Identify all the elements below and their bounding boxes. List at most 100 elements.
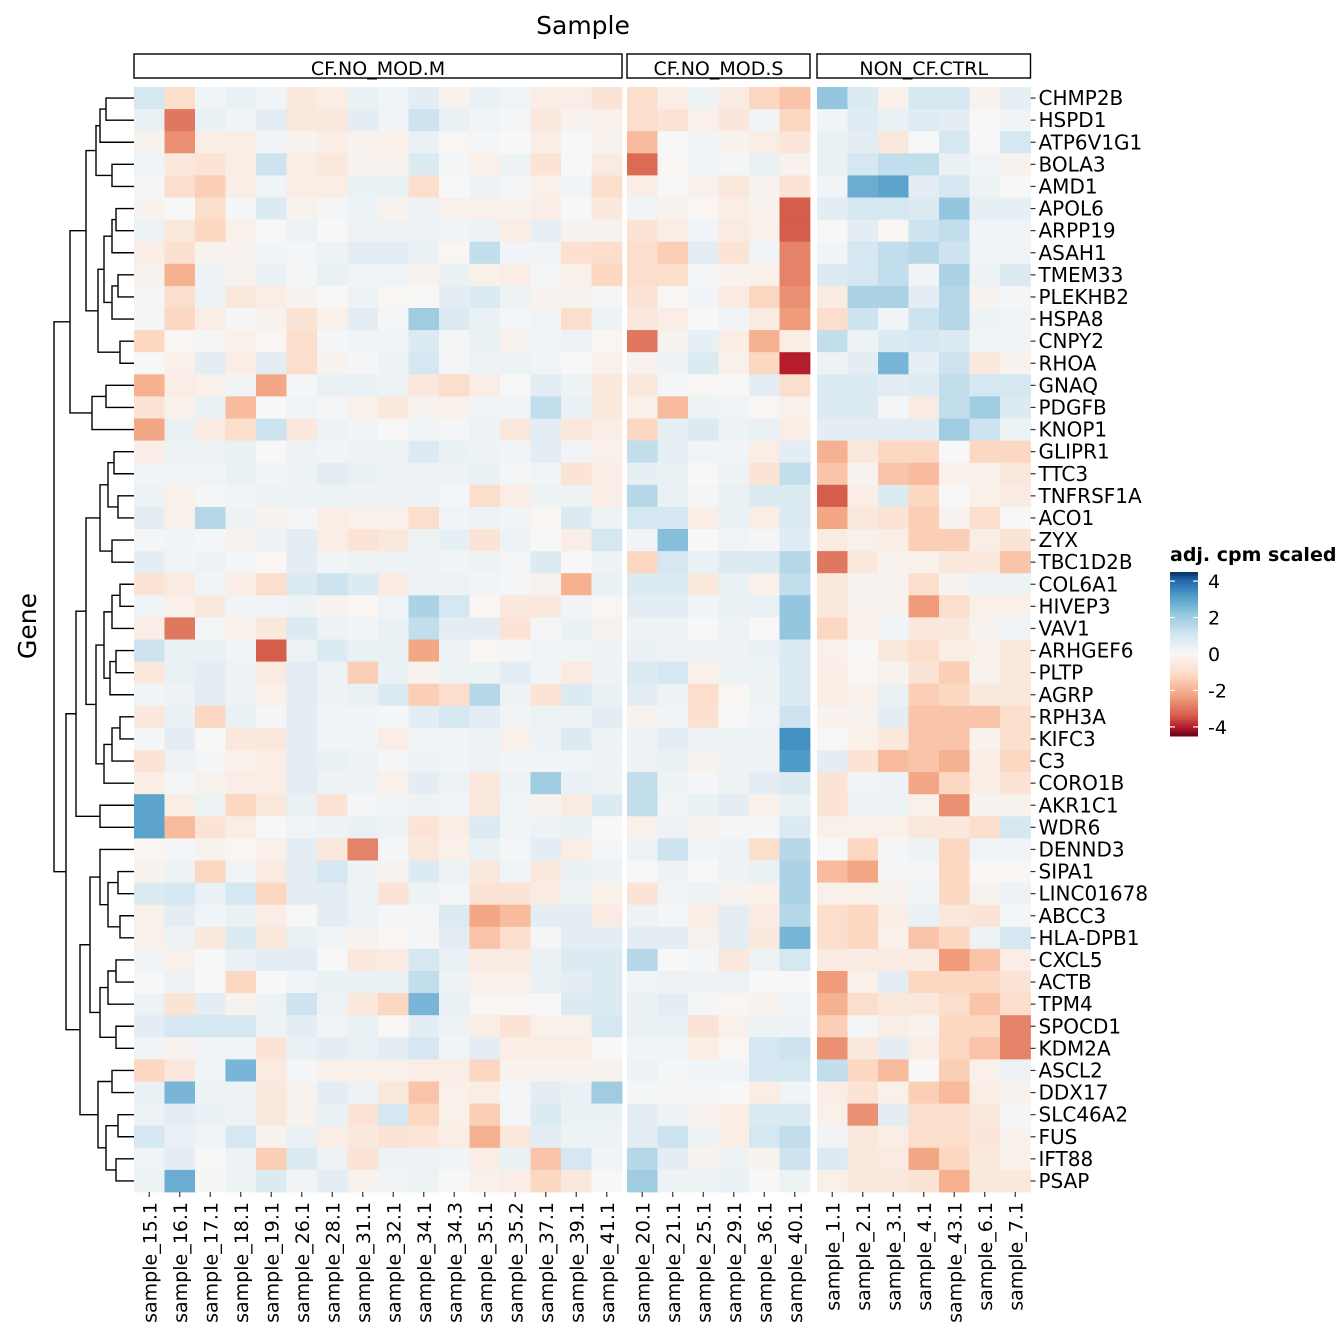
legend-gradient-step [1170,596,1198,600]
heatmap-cell [469,661,501,685]
heatmap-cell [225,219,257,243]
heatmap-cell [749,440,780,464]
heatmap-cell [225,352,257,375]
legend-gradient-step [1170,715,1198,719]
legend-gradient-step [1170,635,1198,639]
heatmap-cell [969,1147,1001,1171]
heatmap-cell [439,639,470,662]
heatmap-cell [817,1147,848,1171]
sample-label: sample_6.1 [975,1202,997,1311]
heatmap-cell [225,705,257,729]
heatmap-cell [286,860,318,883]
heatmap-cell [408,794,440,817]
heatmap-cell [317,330,348,353]
heatmap-cell [469,705,501,729]
heatmap-cell [908,573,940,596]
heatmap-cell [591,153,623,176]
heatmap-cell [561,617,592,640]
heatmap-cell [847,551,879,574]
heatmap-cell [908,109,940,132]
heatmap-cell [530,573,562,596]
heatmap-cell [561,308,592,331]
heatmap-cell [317,838,348,861]
legend-tick-label: 2 [1208,608,1220,630]
heatmap-cell [195,131,226,154]
gene-label: TPM4 [1038,992,1093,1016]
heatmap-cell [530,308,562,331]
heatmap-cell [256,219,287,243]
heatmap-cell [657,617,689,640]
heatmap-cell [969,882,1001,906]
heatmap-cell [561,948,592,972]
heatmap-cell [378,87,409,110]
heatmap-cell [627,440,658,464]
heatmap-cell [439,1147,470,1171]
heatmap-cell [195,1169,226,1193]
heatmap-cell [439,440,470,464]
heatmap-cell [134,661,165,685]
heatmap-cell [969,1103,1001,1127]
heatmap-cell [439,418,470,441]
heatmap-cell [500,1015,531,1038]
heatmap-cell [500,1125,531,1149]
heatmap-cell [561,484,592,508]
heatmap-cell [500,1081,531,1104]
legend-gradient-step [1170,617,1198,620]
heatmap-cell [134,285,165,309]
heatmap-cell [718,882,750,906]
heatmap-cell [969,462,1001,486]
heatmap-cell [908,1059,940,1082]
heatmap-cell [657,971,689,994]
heatmap-cell [378,219,409,243]
legend-gradient-step [1170,623,1198,626]
heatmap-cell [779,595,811,618]
heatmap-cell [657,1015,689,1038]
legend-gradient-step [1170,637,1198,641]
gene-label: BOLA3 [1039,152,1106,176]
heatmap-cell [286,971,318,994]
heatmap-cell [164,595,196,618]
heatmap-cell [627,882,658,906]
legend-gradient-step [1170,594,1198,598]
heatmap-cell [469,617,501,640]
heatmap-cell [408,1037,440,1060]
heatmap-cell [408,462,440,486]
heatmap-cell [817,484,848,508]
heatmap-cell [817,595,848,618]
heatmap-cell [908,816,940,839]
heatmap-cell [317,1169,348,1193]
heatmap-cell [779,87,811,110]
heatmap-cell [469,109,501,132]
heatmap-cell [908,595,940,618]
legend-gradient-step [1170,666,1198,669]
heatmap-cell [225,263,257,287]
heatmap-cell [627,263,658,287]
heatmap-cell [591,1081,623,1104]
heatmap-cell [439,219,470,243]
heatmap-cell [1000,705,1031,729]
heatmap-cell [779,241,811,265]
heatmap-cell [718,595,750,618]
heatmap-cell [530,838,562,861]
heatmap-cell [469,727,501,751]
heatmap-cell [408,573,440,596]
heatmap-cell [817,816,848,839]
heatmap-cell [195,683,226,707]
heatmap-cell [286,1103,318,1127]
legend-gradient-step [1170,713,1198,716]
heatmap-cell [749,1081,780,1104]
heatmap-cell [561,1081,592,1104]
legend-gradient-step [1170,610,1198,614]
heatmap-cell [939,529,970,552]
heatmap-cell [779,617,811,640]
heatmap-cell [688,396,719,419]
heatmap-cell [500,1037,531,1060]
heatmap-cell [908,772,940,795]
heatmap-cell [969,904,1001,928]
heatmap-cell [164,131,196,154]
heatmap-cell [939,197,970,220]
heatmap-cell [847,661,879,685]
heatmap-cell [225,882,257,906]
facet-strip-label: CF.NO_MOD.M [311,58,445,80]
heatmap-cell [779,705,811,729]
